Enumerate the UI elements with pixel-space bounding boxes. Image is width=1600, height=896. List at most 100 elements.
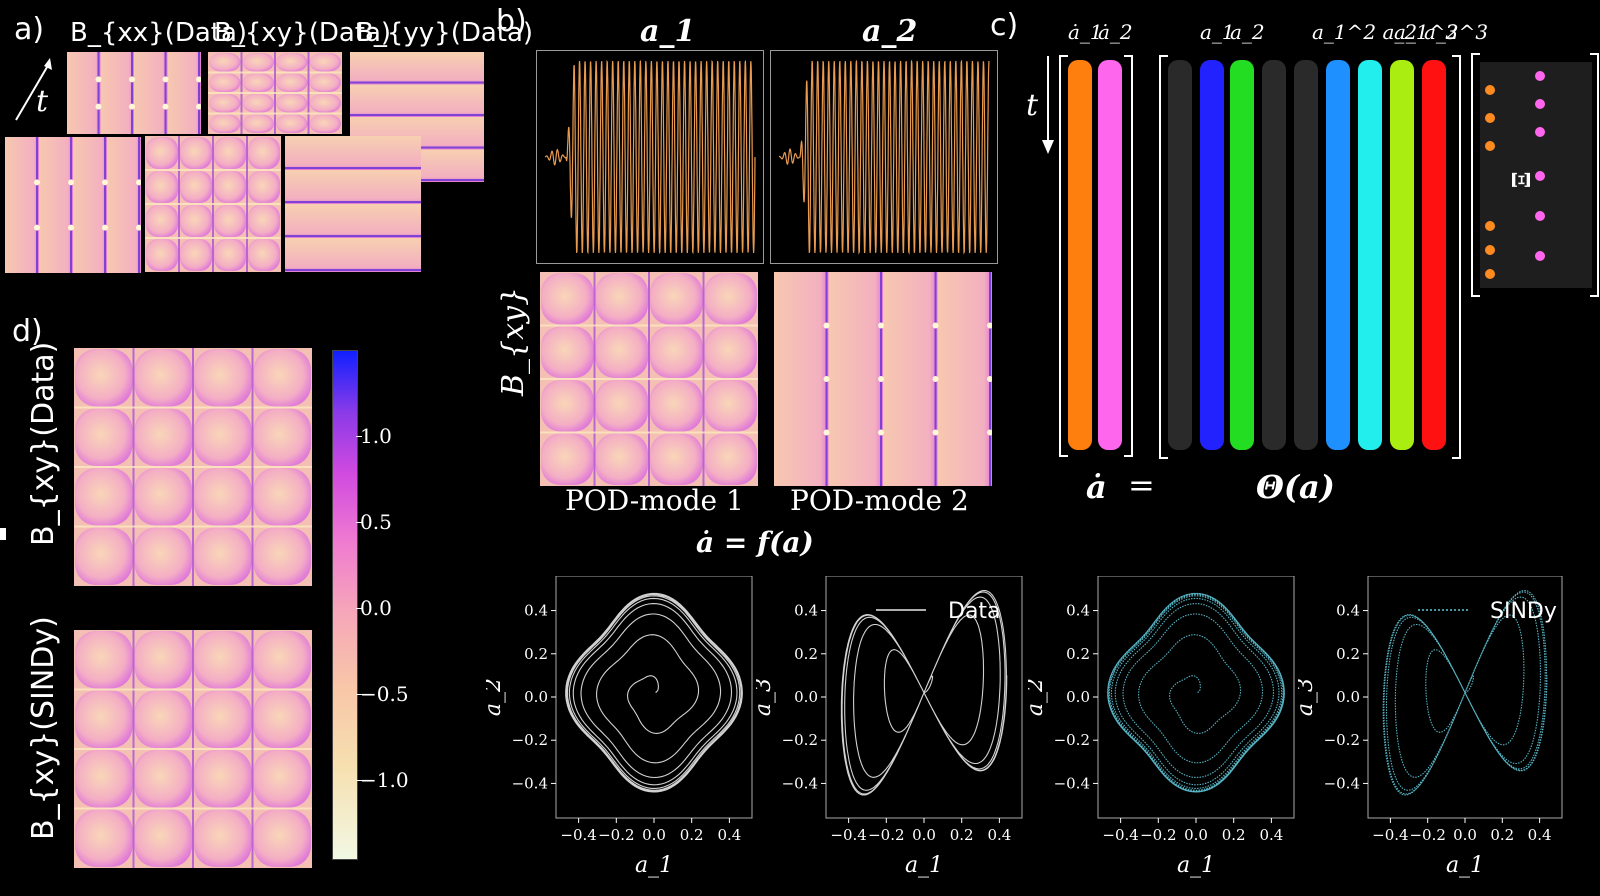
panel-label-b: b) bbox=[496, 4, 527, 39]
panel-label-a: a) bbox=[14, 12, 45, 47]
pod-mode-2-image bbox=[774, 272, 992, 486]
signal-plot-a1 bbox=[536, 50, 764, 264]
x-tick-label: 0.4 bbox=[717, 826, 741, 844]
y-axis-label: a_2 bbox=[486, 678, 506, 716]
y-tick-label: −0.4 bbox=[782, 774, 818, 792]
row-label-sindy: B_{xy}(SINDy) bbox=[26, 616, 61, 840]
x-tick-label: 0.4 bbox=[1259, 826, 1283, 844]
phase-plot: −0.4 −0.2 0.0 0.2 0.40.40.20.0−0.2−0.4a_1a_2 bbox=[486, 576, 753, 878]
colorbar-tick-mark bbox=[356, 694, 362, 695]
lhs-header-a2dot: ȧ_2 bbox=[1098, 20, 1133, 44]
library-column bbox=[1262, 60, 1286, 450]
library-header-a1: a_1 bbox=[1200, 20, 1235, 44]
library-column bbox=[1230, 60, 1254, 450]
x-tick-label: 0.0 bbox=[1453, 826, 1477, 844]
x-tick-label: 0.0 bbox=[642, 826, 666, 844]
colorbar-tick: −1.0 bbox=[360, 768, 409, 792]
colorbar-tick-mark bbox=[356, 436, 362, 437]
library-column bbox=[1326, 60, 1350, 450]
x-tick-label: −0.2 bbox=[1140, 826, 1176, 844]
y-tick-label: 0.4 bbox=[1066, 602, 1090, 620]
colorbar-tick: 1.0 bbox=[360, 424, 392, 448]
legend-label: Data bbox=[948, 599, 1001, 624]
y-tick-label: −0.2 bbox=[512, 731, 548, 749]
library-header-a1sq-a2: a_1^2 a_2 bbox=[1312, 20, 1418, 44]
y-tick-label: 0.2 bbox=[524, 645, 548, 663]
edge-marker bbox=[0, 528, 6, 540]
snapshot-title-bxy: B_{xy}(Data) bbox=[214, 18, 392, 48]
x-tick-label: 0.2 bbox=[1222, 826, 1246, 844]
y-tick-label: 0.0 bbox=[1066, 688, 1090, 706]
library-column bbox=[1294, 60, 1318, 450]
y-tick-label: −0.4 bbox=[512, 774, 548, 792]
row-label-data: B_{xy}(Data) bbox=[26, 341, 61, 546]
time-label-c: t bbox=[1026, 88, 1039, 123]
y-tick-label: −0.2 bbox=[1324, 731, 1360, 749]
x-tick-label: −0.2 bbox=[598, 826, 634, 844]
trajectory-line bbox=[840, 589, 1008, 796]
x-axis-label: a_1 bbox=[1446, 853, 1484, 878]
time-arrow-down-icon bbox=[1042, 56, 1054, 154]
time-label-a: t bbox=[36, 84, 49, 119]
colorbar-tick: 0.0 bbox=[360, 596, 392, 620]
y-tick-label: 0.4 bbox=[1336, 602, 1360, 620]
x-tick-label: 0.0 bbox=[1184, 826, 1208, 844]
colorbar bbox=[332, 350, 358, 860]
x-tick-label: −0.4 bbox=[1102, 826, 1138, 844]
x-tick-label: 0.2 bbox=[1490, 826, 1514, 844]
library-header-a2cube: a_2^3 bbox=[1424, 20, 1489, 44]
phase-plot: −0.4 −0.2 0.0 0.2 0.40.40.20.0−0.2−0.4a_1a_3… bbox=[756, 576, 1023, 878]
library-column bbox=[1358, 60, 1382, 450]
library-column bbox=[1390, 60, 1414, 450]
x-tick-label: −0.2 bbox=[868, 826, 904, 844]
snapshot-title-byy: B_{yy}(Data) bbox=[356, 18, 534, 48]
snapshot-front-byy bbox=[285, 136, 421, 272]
y-tick-label: 0.4 bbox=[794, 602, 818, 620]
x-axis-label: a_1 bbox=[1177, 853, 1215, 878]
y-tick-label: 0.2 bbox=[794, 645, 818, 663]
xi-label: Ξ bbox=[1506, 172, 1535, 189]
y-tick-label: 0.4 bbox=[524, 602, 548, 620]
panel-label-d: d) bbox=[12, 314, 43, 349]
signal-plot-a2 bbox=[770, 50, 998, 264]
library-column bbox=[1168, 60, 1192, 450]
trajectory-line bbox=[565, 592, 743, 793]
row-label-bxy: B_{xy} bbox=[496, 286, 531, 396]
trajectory-line bbox=[1107, 592, 1285, 793]
lhs-label: ȧ bbox=[1086, 468, 1107, 506]
reconstruction-data-image bbox=[74, 348, 312, 586]
time-arrow-icon bbox=[15, 58, 52, 121]
snapshot-front-bxx bbox=[4, 136, 142, 274]
colorbar-tick: 0.5 bbox=[360, 510, 392, 534]
x-tick-label: −0.4 bbox=[1372, 826, 1408, 844]
colorbar-tick-mark bbox=[356, 522, 362, 523]
x-tick-label: −0.2 bbox=[1409, 826, 1445, 844]
equals-sign: = bbox=[1128, 466, 1155, 504]
x-tick-label: −0.4 bbox=[560, 826, 596, 844]
signal-title-a2: a_2 bbox=[862, 14, 918, 49]
y-tick-label: 0.0 bbox=[524, 688, 548, 706]
x-axis-label: a_1 bbox=[905, 853, 943, 878]
signal-title-a1: a_1 bbox=[640, 14, 696, 49]
library-header-a2: a_2 bbox=[1230, 20, 1265, 44]
snapshot-back-bxx bbox=[67, 52, 201, 134]
x-tick-label: −0.4 bbox=[830, 826, 866, 844]
legend-label: SINDy bbox=[1490, 599, 1557, 624]
colorbar-tick-mark bbox=[356, 608, 362, 609]
y-axis-label: a_3 bbox=[756, 678, 776, 716]
y-tick-label: 0.2 bbox=[1336, 645, 1360, 663]
signal-trace bbox=[544, 59, 756, 255]
snapshot-back-bxy bbox=[208, 52, 342, 134]
sindy-matrix: Ξ bbox=[1059, 53, 1599, 459]
y-axis-label: a_2 bbox=[1028, 678, 1048, 716]
lhs-header-a1dot: ȧ_1 bbox=[1068, 20, 1103, 44]
library-column bbox=[1422, 60, 1446, 450]
y-tick-label: −0.4 bbox=[1324, 774, 1360, 792]
snapshot-front-bxy bbox=[145, 136, 281, 272]
library-header-a1cube: a_1^3 bbox=[1394, 20, 1459, 44]
panel-label-c: c) bbox=[990, 8, 1019, 43]
x-tick-label: 0.4 bbox=[1528, 826, 1552, 844]
phase-plot: −0.4 −0.2 0.0 0.2 0.40.40.20.0−0.2−0.4a_1a_3… bbox=[1298, 576, 1563, 878]
pod-mode-2-caption: POD-mode 2 bbox=[790, 484, 969, 517]
y-tick-label: −0.2 bbox=[782, 731, 818, 749]
